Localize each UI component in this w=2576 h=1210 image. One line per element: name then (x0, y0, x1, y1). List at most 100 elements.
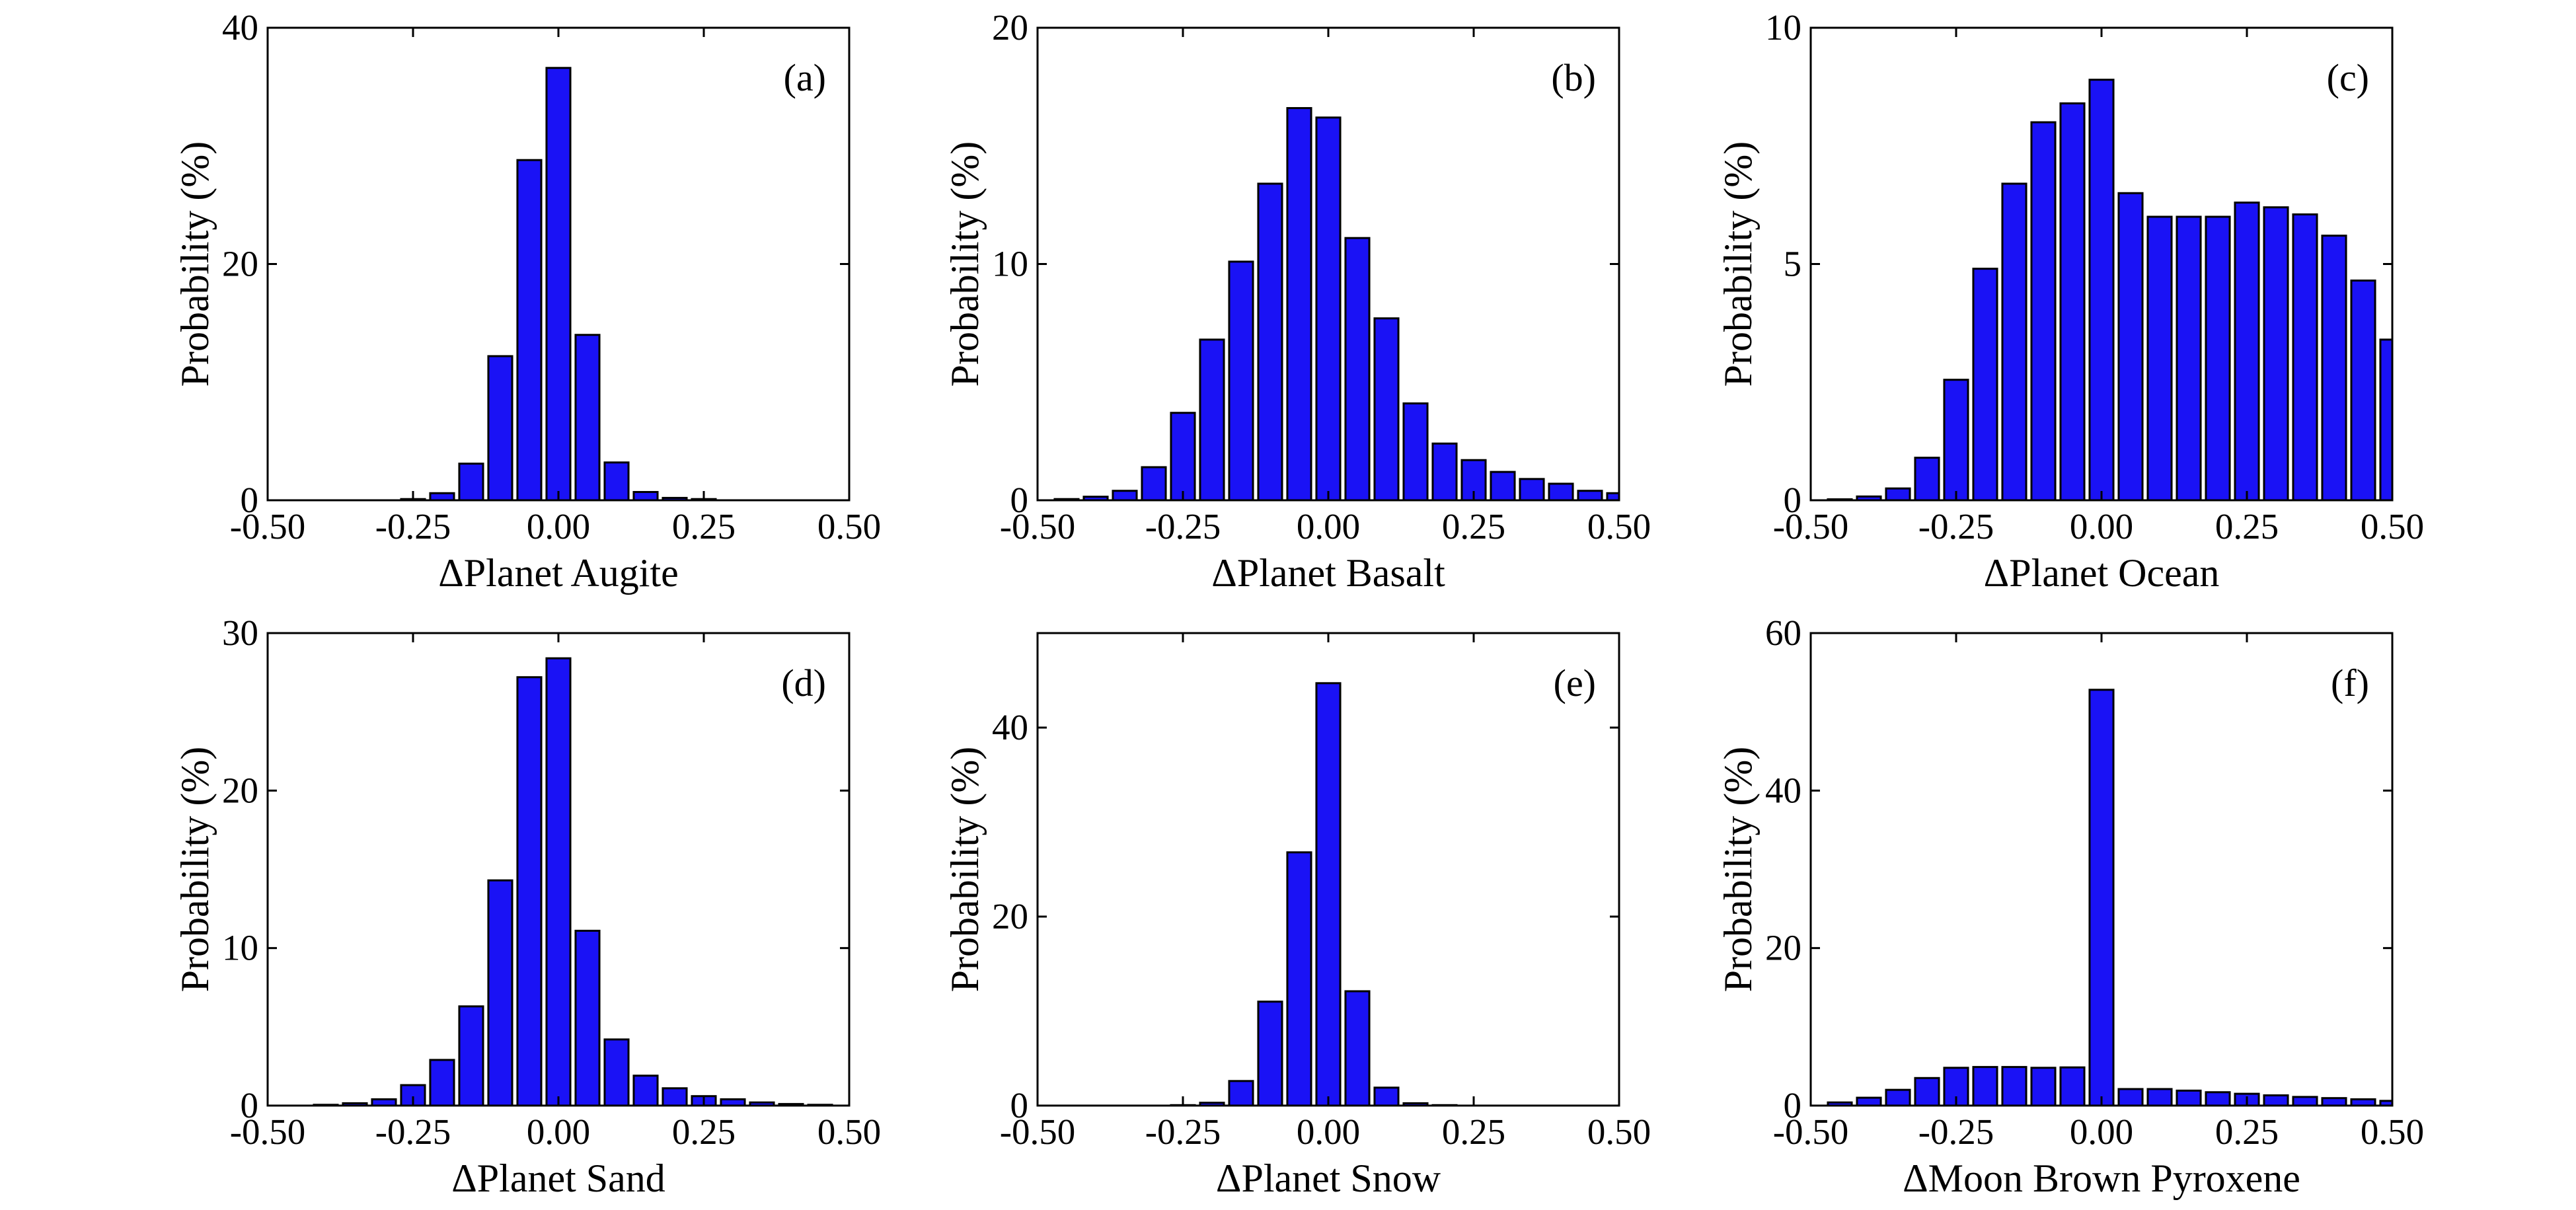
histogram-bar (2321, 1097, 2347, 1107)
x-tick-label: 0.50 (817, 506, 881, 547)
y-tick-label: 20 (222, 770, 258, 810)
y-tick-label: 40 (1765, 770, 1801, 810)
panel-label: (d) (781, 662, 826, 704)
y-axis-label: Probability (%) (1716, 747, 1760, 993)
x-tick-label: -0.50 (230, 1112, 306, 1152)
y-axis-label: Probability (%) (173, 141, 217, 387)
y-axis-label: Probability (%) (943, 141, 987, 387)
histogram-bar (662, 1087, 688, 1107)
y-axis-label: Probability (%) (1716, 141, 1760, 387)
y-tick-label: 20 (222, 244, 258, 284)
histogram-bar (1344, 237, 1371, 502)
histogram-bar (2263, 206, 2289, 502)
y-tick-label: 10 (222, 928, 258, 968)
x-tick-label: 0.25 (2215, 506, 2279, 547)
histogram-bar (545, 67, 572, 502)
panel-f: -0.50 -0.25 0.00 0.25 0.50 0 20 40 60 ΔMoon Brown… (1716, 613, 2424, 1200)
histogram-bar (1914, 1077, 1940, 1107)
x-tick-label: 0.00 (527, 1112, 590, 1152)
histogram-bar (1885, 487, 1911, 502)
panel-d: -0.50 -0.25 0.00 0.25 0.50 0 10 20 30 ΔPlanet San… (173, 613, 881, 1200)
histogram-bar (1228, 1080, 1254, 1107)
histogram-bar (1431, 442, 1458, 502)
histogram-bar (1315, 682, 1342, 1107)
histogram-bar (2088, 79, 2115, 502)
x-tick-label: 0.50 (817, 1112, 881, 1152)
panel-label: (a) (784, 56, 826, 99)
histogram-bar (429, 492, 455, 502)
y-tick-label: 0 (241, 1085, 259, 1125)
y-axis-label: Probability (%) (173, 747, 217, 993)
histogram-bar (1972, 1066, 1998, 1107)
histogram-bar (2117, 1088, 2144, 1107)
histogram-bar (632, 490, 659, 502)
x-tick-label: 0.00 (1297, 1112, 1360, 1152)
histogram-bar (1885, 1088, 1911, 1107)
histogram-bar (1519, 478, 1545, 502)
histogram-bar (1490, 471, 1516, 502)
histogram-bar (2176, 215, 2202, 502)
histogram-bar (1373, 1086, 1400, 1107)
histogram-bar (1112, 490, 1138, 502)
histogram-bar (2030, 1067, 2057, 1107)
histogram-bar (2030, 121, 2057, 502)
histogram-bar (603, 1038, 630, 1107)
x-tick-label: 0.25 (672, 506, 736, 547)
x-tick-label: 0.50 (1587, 1112, 1651, 1152)
x-axis-label: ΔPlanet Sand (451, 1156, 665, 1200)
x-tick-label: 0.00 (2070, 1112, 2133, 1152)
histogram-bar (429, 1059, 455, 1107)
y-tick-label: 0 (241, 480, 259, 520)
y-axis-label: Probability (%) (943, 747, 987, 993)
x-tick-label: -0.25 (1918, 506, 1994, 547)
x-tick-label: -0.50 (230, 506, 306, 547)
x-axis-label: ΔPlanet Basalt (1211, 551, 1445, 595)
y-tick-label: 5 (1784, 244, 1802, 284)
x-tick-label: -0.25 (1145, 1112, 1221, 1152)
histogram-bar (516, 159, 543, 502)
x-tick-label: -0.50 (1773, 506, 1849, 547)
y-tick-label: 10 (992, 244, 1028, 284)
y-tick-label: 20 (992, 896, 1028, 936)
histogram-bar (1286, 851, 1312, 1107)
histogram-bar (574, 929, 601, 1107)
histogram-bar (1548, 482, 1574, 502)
histogram-bar (2001, 182, 2027, 502)
histogram-bar (1315, 116, 1342, 502)
histogram-bar (2292, 1096, 2318, 1107)
y-tick-label: 20 (1765, 928, 1801, 968)
y-tick-label: 40 (992, 707, 1028, 747)
x-tick-label: -0.50 (1000, 506, 1076, 547)
histogram-bar (2205, 1091, 2231, 1107)
y-tick-label: 60 (1765, 613, 1801, 653)
histogram-bar (1141, 466, 1167, 502)
histogram-bar (1199, 338, 1225, 502)
y-tick-label: 0 (1010, 1085, 1029, 1125)
x-axis-label: ΔPlanet Augite (438, 551, 679, 595)
panel-label: (c) (2327, 56, 2369, 99)
histogram-bar (487, 879, 513, 1107)
histogram-bar (1286, 107, 1312, 502)
panel-a: -0.50 -0.25 0.00 0.25 0.50 0 20 40 ΔPlanet Augit… (173, 7, 881, 595)
y-tick-label: 0 (1010, 480, 1029, 520)
x-tick-label: -0.25 (1918, 1112, 1994, 1152)
histogram-bar (1856, 1096, 1882, 1107)
histogram-bar (2146, 215, 2173, 502)
histogram-bar (1170, 412, 1196, 502)
x-tick-label: 0.25 (672, 1112, 736, 1152)
histogram-bar (2146, 1088, 2173, 1107)
histogram-bar (574, 334, 601, 502)
histogram-bar (1373, 317, 1400, 502)
x-axis-label: ΔPlanet Ocean (1984, 551, 2220, 595)
x-tick-label: -0.50 (1773, 1112, 1849, 1152)
x-tick-label: -0.25 (1145, 506, 1221, 547)
x-axis-label: ΔPlanet Snow (1216, 1156, 1441, 1200)
histogram-bar (1577, 490, 1603, 502)
x-tick-label: 0.25 (2215, 1112, 2279, 1152)
x-tick-label: 0.50 (2361, 506, 2424, 547)
histogram-bar (2263, 1094, 2289, 1107)
histogram-bar (458, 463, 484, 502)
histogram-bar (1943, 379, 1969, 502)
panel-label: (b) (1551, 56, 1596, 99)
